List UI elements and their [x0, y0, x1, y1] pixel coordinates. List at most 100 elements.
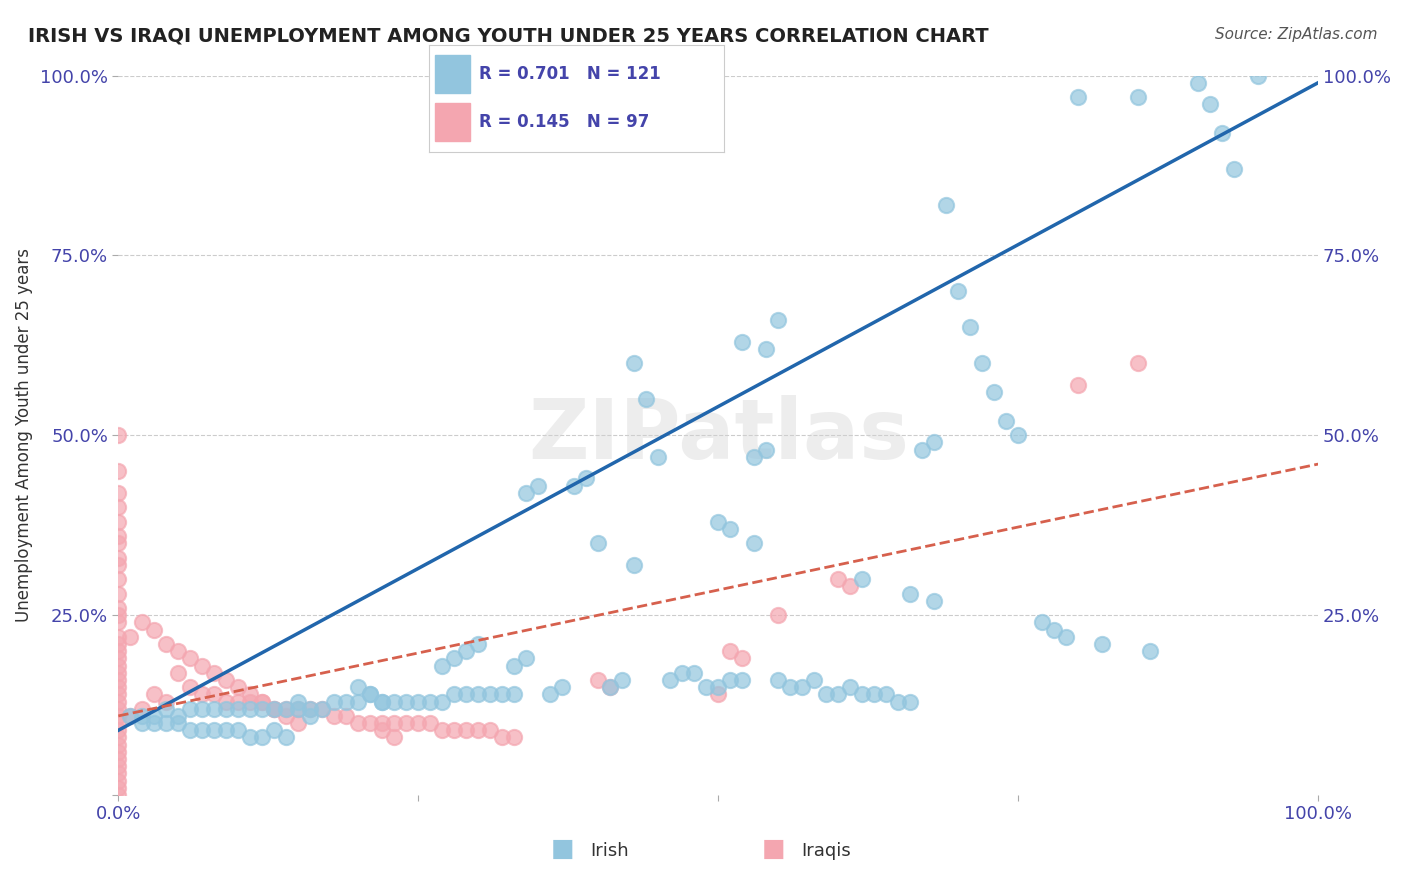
Point	[371, 723, 394, 738]
Point	[107, 529, 129, 543]
Point	[683, 665, 706, 680]
Point	[515, 486, 537, 500]
Point	[467, 687, 489, 701]
Point	[1199, 97, 1222, 112]
Point	[1043, 623, 1066, 637]
Point	[107, 788, 129, 802]
Point	[768, 673, 790, 687]
Point	[299, 709, 322, 723]
Point	[263, 702, 285, 716]
Point	[323, 694, 346, 708]
Point	[191, 723, 214, 738]
Point	[155, 716, 177, 731]
Point	[107, 536, 129, 550]
Point	[239, 731, 262, 745]
Point	[887, 694, 910, 708]
Point	[371, 716, 394, 731]
Point	[131, 716, 153, 731]
Point	[875, 687, 897, 701]
Point	[202, 665, 225, 680]
Point	[287, 694, 309, 708]
Point	[215, 702, 238, 716]
Point	[755, 342, 778, 356]
Point	[815, 687, 838, 701]
Point	[827, 572, 849, 586]
Point	[323, 709, 346, 723]
Point	[347, 716, 370, 731]
Point	[779, 680, 801, 694]
Text: ■: ■	[551, 838, 574, 862]
Point	[503, 731, 526, 745]
Point	[742, 450, 765, 464]
Point	[456, 687, 478, 701]
Point	[252, 694, 274, 708]
Point	[1091, 637, 1114, 651]
Point	[263, 702, 285, 716]
Point	[443, 651, 465, 665]
Point	[371, 694, 394, 708]
Point	[202, 687, 225, 701]
Point	[299, 702, 322, 716]
Point	[803, 673, 825, 687]
Point	[252, 731, 274, 745]
Text: Source: ZipAtlas.com: Source: ZipAtlas.com	[1215, 27, 1378, 42]
Point	[131, 615, 153, 630]
Point	[191, 687, 214, 701]
Point	[155, 702, 177, 716]
Point	[107, 500, 129, 515]
Point	[562, 478, 585, 492]
Point	[239, 694, 262, 708]
Point	[228, 702, 250, 716]
Point	[443, 723, 465, 738]
Point	[202, 723, 225, 738]
Point	[898, 586, 921, 600]
Point	[215, 723, 238, 738]
Point	[252, 702, 274, 716]
Point	[107, 731, 129, 745]
Point	[107, 709, 129, 723]
Point	[107, 586, 129, 600]
Point	[276, 731, 298, 745]
Point	[718, 522, 741, 536]
Point	[456, 644, 478, 658]
Point	[1139, 644, 1161, 658]
Point	[167, 716, 190, 731]
Point	[107, 752, 129, 766]
Point	[588, 536, 610, 550]
Point	[107, 694, 129, 708]
Point	[851, 572, 873, 586]
Bar	[434, 55, 470, 93]
Point	[731, 334, 754, 349]
Point	[167, 644, 190, 658]
Point	[359, 716, 381, 731]
Point	[395, 694, 418, 708]
Point	[839, 579, 862, 593]
Point	[467, 637, 489, 651]
Point	[239, 702, 262, 716]
Point	[107, 658, 129, 673]
Point	[707, 680, 730, 694]
Point	[839, 680, 862, 694]
Point	[179, 702, 201, 716]
Point	[107, 780, 129, 795]
Point	[215, 694, 238, 708]
Point	[898, 694, 921, 708]
Point	[1054, 630, 1077, 644]
Point	[911, 442, 934, 457]
Point	[263, 702, 285, 716]
Point	[120, 709, 142, 723]
Point	[276, 702, 298, 716]
Point	[515, 651, 537, 665]
Point	[742, 536, 765, 550]
Point	[995, 414, 1018, 428]
Point	[143, 709, 166, 723]
Point	[311, 702, 333, 716]
Point	[107, 630, 129, 644]
Point	[503, 687, 526, 701]
Point	[959, 320, 981, 334]
Point	[1031, 615, 1053, 630]
Point	[623, 558, 645, 572]
Point	[155, 637, 177, 651]
Point	[107, 608, 129, 623]
Point	[107, 515, 129, 529]
